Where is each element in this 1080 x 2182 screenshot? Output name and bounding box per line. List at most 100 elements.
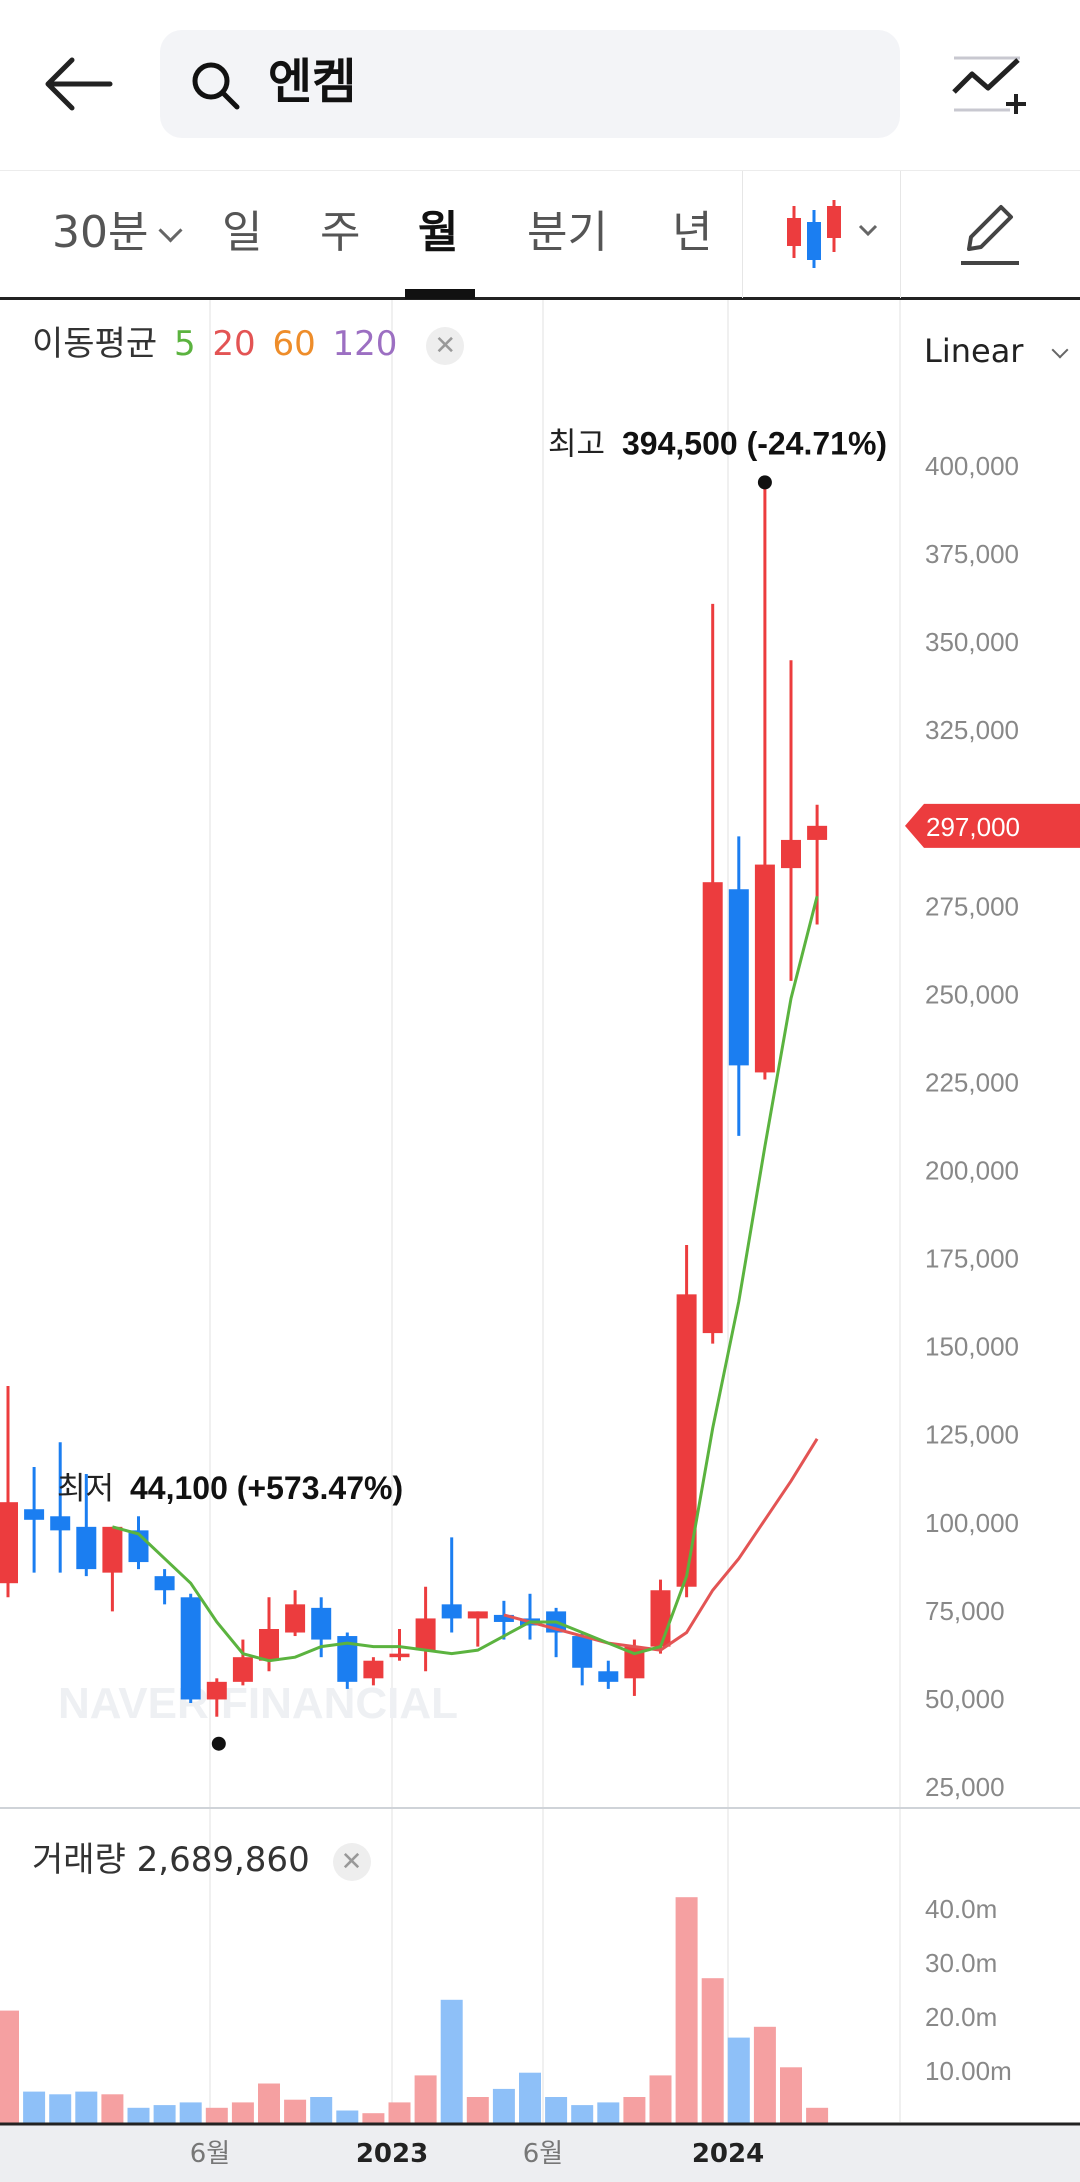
search-icon xyxy=(190,60,242,112)
candle-body xyxy=(311,1607,332,1640)
price-tick-label: 250,000 xyxy=(925,979,1019,1009)
candle-body xyxy=(76,1526,97,1570)
candle-body xyxy=(232,1657,253,1682)
ma20-label: 20 xyxy=(212,324,256,364)
time-tick-label: 6월 xyxy=(190,2139,230,2169)
volume-bar xyxy=(127,2107,150,2124)
stock-chart[interactable]: NAVER FINANCIAL 400,000 375,000 350,000 325,… xyxy=(0,300,1080,2182)
volume-bar xyxy=(466,2097,489,2124)
price-tick-label: 100,000 xyxy=(925,1508,1019,1538)
volume-bar xyxy=(571,2105,594,2124)
volume-bar xyxy=(310,2097,333,2124)
close-volume-legend-icon[interactable]: ✕ xyxy=(332,1842,371,1881)
candle-body xyxy=(415,1618,436,1651)
price-tick-label: 275,000 xyxy=(925,891,1019,921)
candle-body xyxy=(102,1526,123,1573)
price-tick-label: 350,000 xyxy=(925,627,1019,657)
ma120-label: 120 xyxy=(332,324,398,364)
volume-tick-label: 20.0m xyxy=(925,2002,997,2032)
volume-bar xyxy=(75,2091,98,2124)
volume-bar xyxy=(231,2102,254,2124)
ma60-label: 60 xyxy=(272,324,316,364)
price-tick-label: 175,000 xyxy=(925,1244,1019,1274)
volume-bar xyxy=(336,2110,359,2124)
volume-bar xyxy=(258,2083,280,2124)
volume-bar xyxy=(23,2091,46,2124)
volume-legend: 거래량 2,689,860 ✕ xyxy=(32,1838,371,1882)
time-tick-label: 2023 xyxy=(356,2139,428,2169)
price-tick-label: 225,000 xyxy=(925,1067,1019,1097)
candle-body xyxy=(259,1629,279,1661)
ma-legend-label: 이동평균 xyxy=(32,324,158,364)
add-indicator-icon[interactable] xyxy=(950,52,1030,122)
scale-value: Linear xyxy=(924,332,1024,370)
tab-divider xyxy=(742,171,743,298)
volume-bar xyxy=(806,2107,829,2124)
price-tick-label: 75,000 xyxy=(925,1596,1005,1626)
chart-type-select[interactable] xyxy=(780,196,890,276)
price-tick-label: 200,000 xyxy=(925,1156,1019,1186)
low-marker-value: 44,100 (+573.47%) xyxy=(130,1470,403,1506)
period-tab-bar: 30분 일 주 월 분기 년 xyxy=(0,170,1080,300)
candle-body xyxy=(624,1646,645,1679)
candle-body xyxy=(337,1636,358,1682)
tab-month[interactable]: 월 xyxy=(418,207,459,258)
volume-bar xyxy=(414,2075,437,2124)
price-tick-label: 150,000 xyxy=(925,1332,1019,1362)
candle-body xyxy=(24,1509,45,1520)
candle-body xyxy=(441,1604,462,1619)
tab-30min[interactable]: 30분 xyxy=(52,203,183,263)
candlestick-icon xyxy=(787,200,878,268)
candle-body xyxy=(598,1671,619,1682)
search-query[interactable]: 엔켐 xyxy=(268,54,357,110)
volume-bar xyxy=(727,2037,750,2124)
volume-tick-label: 30.0m xyxy=(925,1948,997,1978)
volume-bar xyxy=(545,2097,568,2124)
high-marker-label: 최고 xyxy=(548,426,605,462)
volume-bar xyxy=(440,1999,463,2124)
tab-divider xyxy=(900,171,901,298)
watermark-text: NAVER FINANCIAL xyxy=(58,1679,458,1728)
tab-quarter[interactable]: 분기 xyxy=(527,207,608,258)
price-tick-label: 325,000 xyxy=(925,715,1019,745)
tab-day[interactable]: 일 xyxy=(222,207,263,258)
candle-body xyxy=(754,864,775,1073)
volume-bar xyxy=(675,1897,698,2124)
moving-average-legend: 이동평균 5 20 60 120 ✕ xyxy=(32,322,470,366)
volume-tick-label: 10.00m xyxy=(925,2056,1012,2086)
tab-year[interactable]: 년 xyxy=(672,207,713,258)
ma5-label: 5 xyxy=(173,324,196,364)
scale-select[interactable]: Linear xyxy=(924,332,1069,370)
tab-week[interactable]: 주 xyxy=(320,207,361,258)
volume-bar xyxy=(597,2102,620,2124)
ma20-line xyxy=(503,1437,819,1652)
candle-body xyxy=(154,1576,175,1591)
close-ma-legend-icon[interactable]: ✕ xyxy=(426,326,465,365)
current-price-label: 297,000 xyxy=(926,812,1020,842)
search-input[interactable]: 엔켐 xyxy=(160,30,900,138)
candle-body xyxy=(50,1516,71,1531)
candle-body xyxy=(676,1294,697,1587)
volume-bar xyxy=(623,2097,646,2124)
ma5-line xyxy=(112,895,819,1663)
candle-body xyxy=(572,1636,593,1668)
current-price-badge xyxy=(905,803,1080,848)
price-tick-label: 375,000 xyxy=(925,539,1019,569)
price-tick-label: 125,000 xyxy=(925,1420,1019,1450)
chevron-down-icon xyxy=(158,218,183,243)
volume-bar xyxy=(753,2026,776,2124)
candle-body xyxy=(728,889,749,1066)
high-marker-dot xyxy=(757,475,772,490)
volume-tick-label: 40.0m xyxy=(925,1894,997,1924)
low-marker-label: 최저 xyxy=(57,1471,114,1507)
back-arrow-icon[interactable] xyxy=(40,50,120,120)
candle-body xyxy=(389,1653,410,1658)
volume-bar xyxy=(153,2105,176,2124)
volume-bar xyxy=(0,2010,19,2124)
volume-bar xyxy=(49,2094,72,2124)
pencil-icon[interactable] xyxy=(955,199,1025,269)
top-bar: 엔켐 xyxy=(0,0,1080,170)
chevron-down-icon xyxy=(1051,341,1069,359)
volume-bar xyxy=(205,2107,228,2124)
candle-body xyxy=(807,825,828,840)
